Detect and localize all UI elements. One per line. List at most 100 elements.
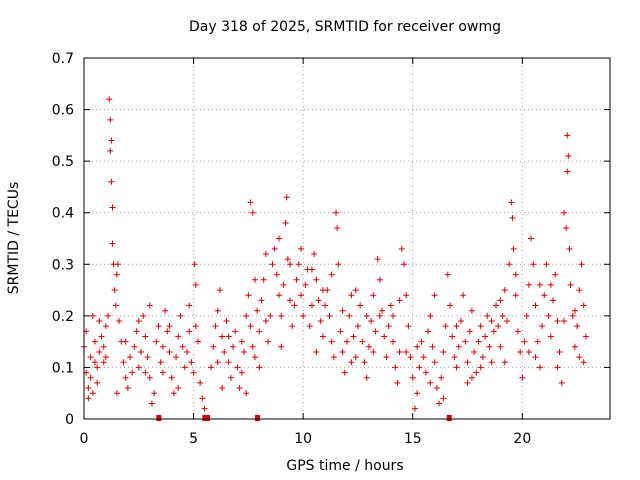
data-point [186, 302, 193, 309]
data-point [536, 364, 543, 371]
data-point [339, 307, 346, 314]
data-point [409, 374, 416, 381]
data-point [129, 369, 136, 376]
data-point [164, 328, 171, 335]
data-point [234, 364, 241, 371]
data-point [276, 235, 283, 242]
data-point [208, 364, 215, 371]
data-point [225, 359, 232, 366]
data-point [460, 292, 467, 299]
data-point [560, 318, 567, 325]
data-point [468, 307, 475, 314]
data-point [359, 338, 366, 345]
data-point [284, 256, 291, 263]
data-point [87, 374, 94, 381]
data-point [265, 338, 272, 345]
data-point [387, 302, 394, 309]
data-point [418, 338, 425, 345]
data-point [315, 297, 322, 304]
data-point [116, 318, 123, 325]
data-point [140, 312, 147, 319]
data-point [488, 318, 495, 325]
data-point [89, 312, 96, 319]
data-point [267, 312, 274, 319]
data-point [374, 256, 381, 263]
data-point [262, 318, 269, 325]
data-point [475, 338, 482, 345]
grid [84, 58, 610, 419]
data-point [499, 312, 506, 319]
data-point [106, 96, 113, 103]
data-point [578, 261, 585, 268]
data-point [403, 348, 410, 355]
data-point [510, 245, 517, 252]
data-point [271, 245, 278, 252]
data-point [372, 328, 379, 335]
data-point [313, 276, 320, 283]
data-point [348, 292, 355, 299]
data-point [157, 359, 164, 366]
data-point [477, 364, 484, 371]
data-point [247, 323, 254, 330]
data-point [394, 379, 401, 386]
data-point [186, 328, 193, 335]
data-point [311, 250, 318, 257]
data-point [258, 297, 265, 304]
y-tick-label: 0.1 [52, 360, 74, 376]
data-point [107, 147, 114, 154]
data-point [276, 292, 283, 299]
data-point [249, 343, 256, 350]
data-point [440, 395, 447, 402]
data-point [390, 312, 397, 319]
data-point [473, 369, 480, 376]
data-point [159, 343, 166, 350]
data-point [96, 318, 103, 325]
data-point [247, 199, 254, 206]
data-point [447, 302, 454, 309]
data-point [122, 338, 129, 345]
data-point [295, 261, 302, 268]
data-point [232, 328, 239, 335]
data-point [376, 276, 383, 283]
data-point [519, 374, 526, 381]
x-tick-label: 0 [80, 431, 89, 447]
data-point [352, 354, 359, 361]
data-point [87, 354, 94, 361]
data-point [539, 323, 546, 330]
data-point [127, 354, 134, 361]
data-point [396, 348, 403, 355]
data-point [219, 333, 226, 340]
data-point [370, 292, 377, 299]
data-point [444, 271, 451, 278]
data-point [105, 312, 112, 319]
data-point [278, 312, 285, 319]
data-point [111, 287, 118, 294]
data-point [464, 359, 471, 366]
data-point [223, 318, 230, 325]
data-point [238, 338, 245, 345]
data-point [451, 354, 458, 361]
data-point [414, 343, 421, 350]
data-point [240, 348, 247, 355]
data-point [547, 281, 554, 288]
data-point [91, 359, 98, 366]
data-point [556, 348, 563, 355]
data-point [227, 374, 234, 381]
data-point [541, 292, 548, 299]
data-point [122, 374, 129, 381]
data-point [124, 385, 131, 392]
data-point [558, 379, 565, 386]
data-point [455, 343, 462, 350]
data-point [249, 209, 256, 216]
chart-title: Day 318 of 2025, SRMTID for receiver owm… [189, 19, 501, 35]
data-point [289, 323, 296, 330]
data-point [133, 328, 140, 335]
data-point [363, 374, 370, 381]
data-point [493, 302, 500, 309]
data-point [512, 292, 519, 299]
data-point [243, 312, 250, 319]
data-point [94, 379, 101, 386]
data-point [440, 348, 447, 355]
data-point [142, 369, 149, 376]
